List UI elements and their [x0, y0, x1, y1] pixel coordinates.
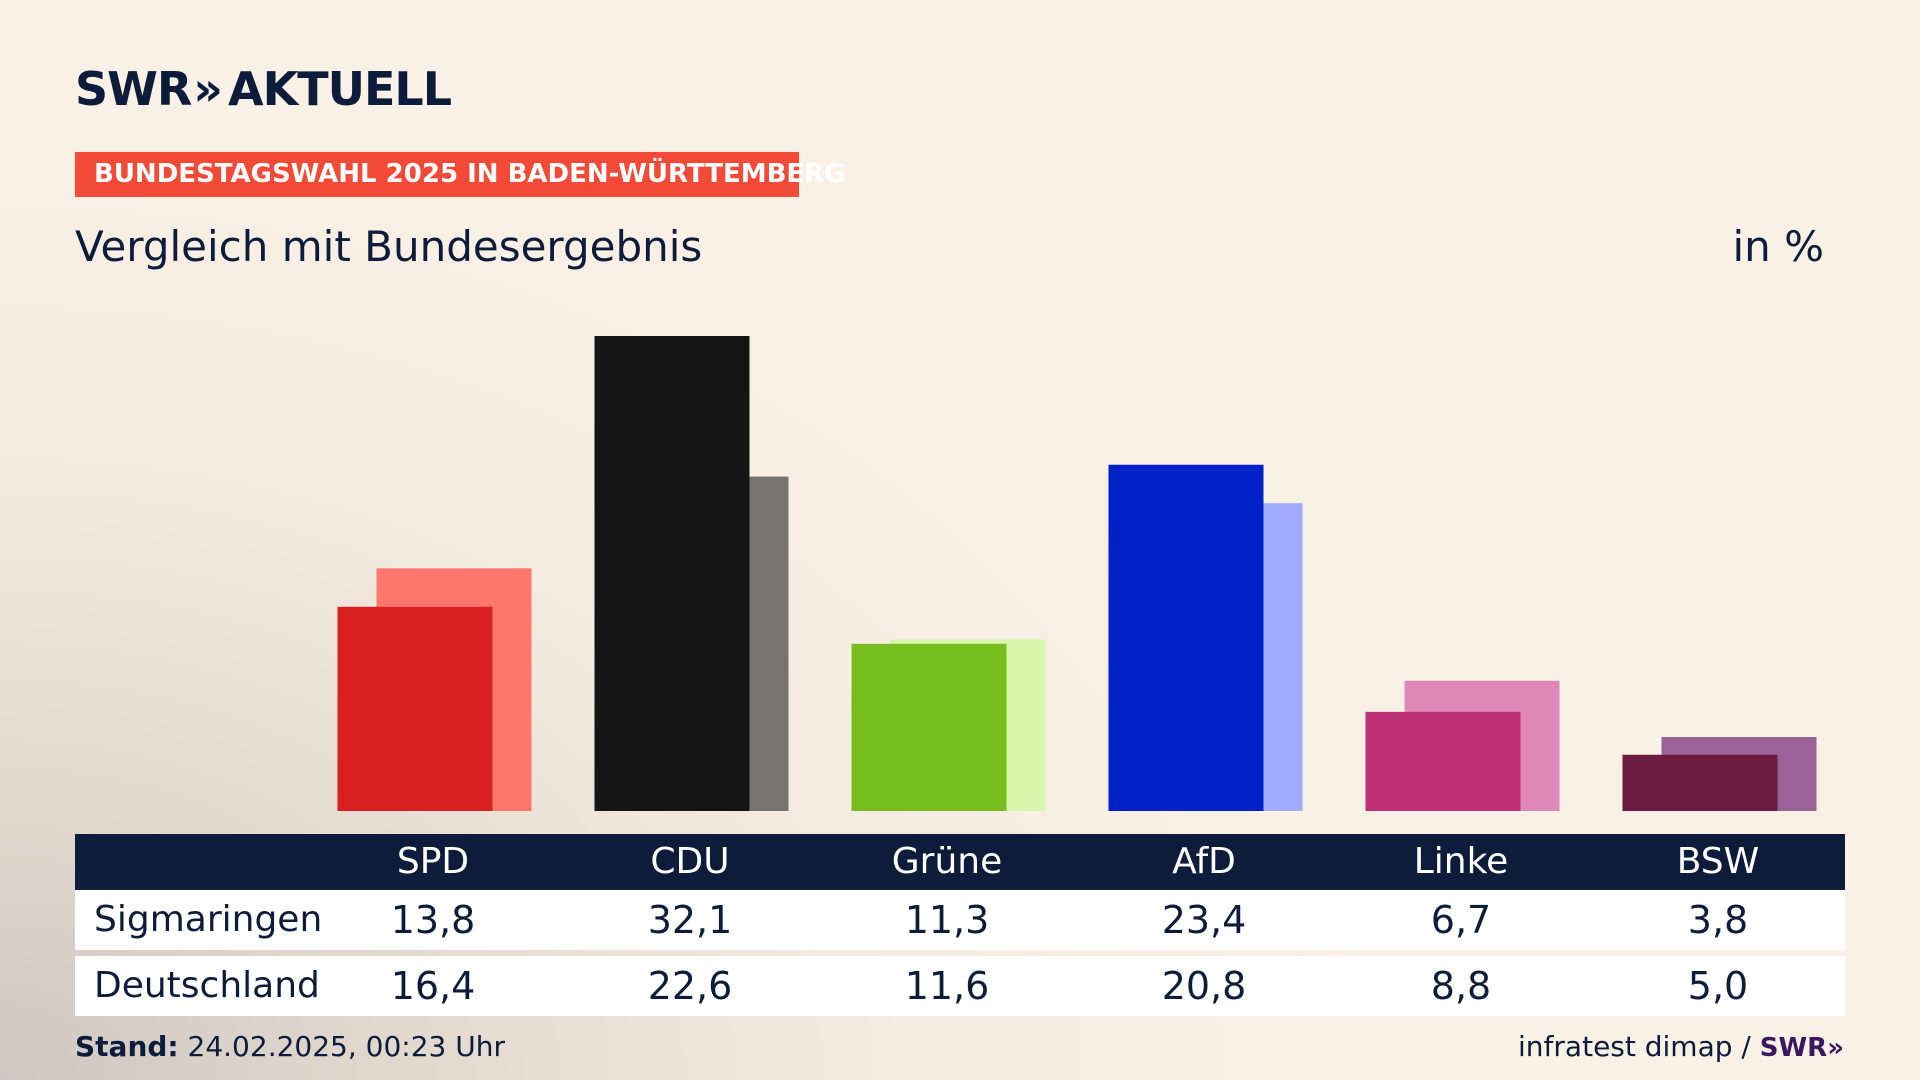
table-header-row: SPD CDU Grüne AfD Linke BSW [75, 834, 1845, 890]
source-credit: infratest dimap / SWR» [1518, 1030, 1844, 1063]
bar-sigmaringen-bsw [1622, 754, 1778, 811]
table-cell: 23,4 [1161, 898, 1247, 942]
bar-sigmaringen-linke [1365, 711, 1521, 811]
row-label-sigmaringen: Sigmaringen [94, 899, 323, 940]
election-tag: BUNDESTAGSWAHL 2025 IN BADEN-WÜRTTEMBERG [75, 152, 846, 197]
table-cell: 22,6 [647, 964, 733, 1008]
table-cell: 3,8 [1687, 898, 1749, 942]
bar-sigmaringen-afd [1108, 464, 1264, 811]
row-label-deutschland: Deutschland [94, 965, 320, 1006]
table-row: Sigmaringen 13,8 32,1 11,3 23,4 6,7 3,8 [75, 890, 1845, 950]
unit-label: in % [1732, 222, 1824, 271]
logo-aktuell: AKTUELL [228, 62, 452, 116]
logo-swr: SWR [75, 62, 192, 116]
stand-label: Stand: [75, 1030, 179, 1063]
bar-sigmaringen-spd [337, 606, 493, 811]
bar-chart [337, 336, 1817, 811]
column-header-cdu: CDU [650, 841, 730, 882]
chart-subtitle: Vergleich mit Bundesergebnis [75, 222, 703, 271]
swr-aktuell-logo: SWR» AKTUELL [75, 66, 452, 112]
table-cell: 5,0 [1687, 964, 1749, 1008]
bar-sigmaringen-grüne [851, 643, 1007, 811]
table-row: Deutschland 16,4 22,6 11,6 20,8 8,8 5,0 [75, 956, 1845, 1016]
column-header-linke: Linke [1413, 841, 1509, 882]
results-table: SPD CDU Grüne AfD Linke BSW Sigmaringen 13,8 3… [75, 834, 1845, 1016]
column-header-spd: SPD [396, 841, 470, 882]
column-header-afd: AfD [1172, 841, 1236, 882]
table-cell: 8,8 [1430, 964, 1492, 1008]
table-cell: 6,7 [1430, 898, 1492, 942]
source-swr-logo: SWR» [1759, 1033, 1844, 1063]
timestamp: Stand: 24.02.2025, 00:23 Uhr [75, 1030, 505, 1063]
logo-chevrons: » [193, 62, 223, 116]
column-header-bsw: BSW [1676, 841, 1760, 882]
table-cell: 11,6 [904, 964, 990, 1008]
source-text: infratest dimap / [1518, 1030, 1751, 1063]
table-cell: 13,8 [390, 898, 476, 942]
stand-value: 24.02.2025, 00:23 Uhr [187, 1030, 505, 1063]
table-cell: 16,4 [390, 964, 476, 1008]
table-cell: 11,3 [904, 898, 990, 942]
table-cell: 20,8 [1161, 964, 1247, 1008]
bar-sigmaringen-cdu [594, 336, 750, 811]
table-cell: 32,1 [647, 898, 733, 942]
column-header-grüne: Grüne [891, 841, 1003, 882]
